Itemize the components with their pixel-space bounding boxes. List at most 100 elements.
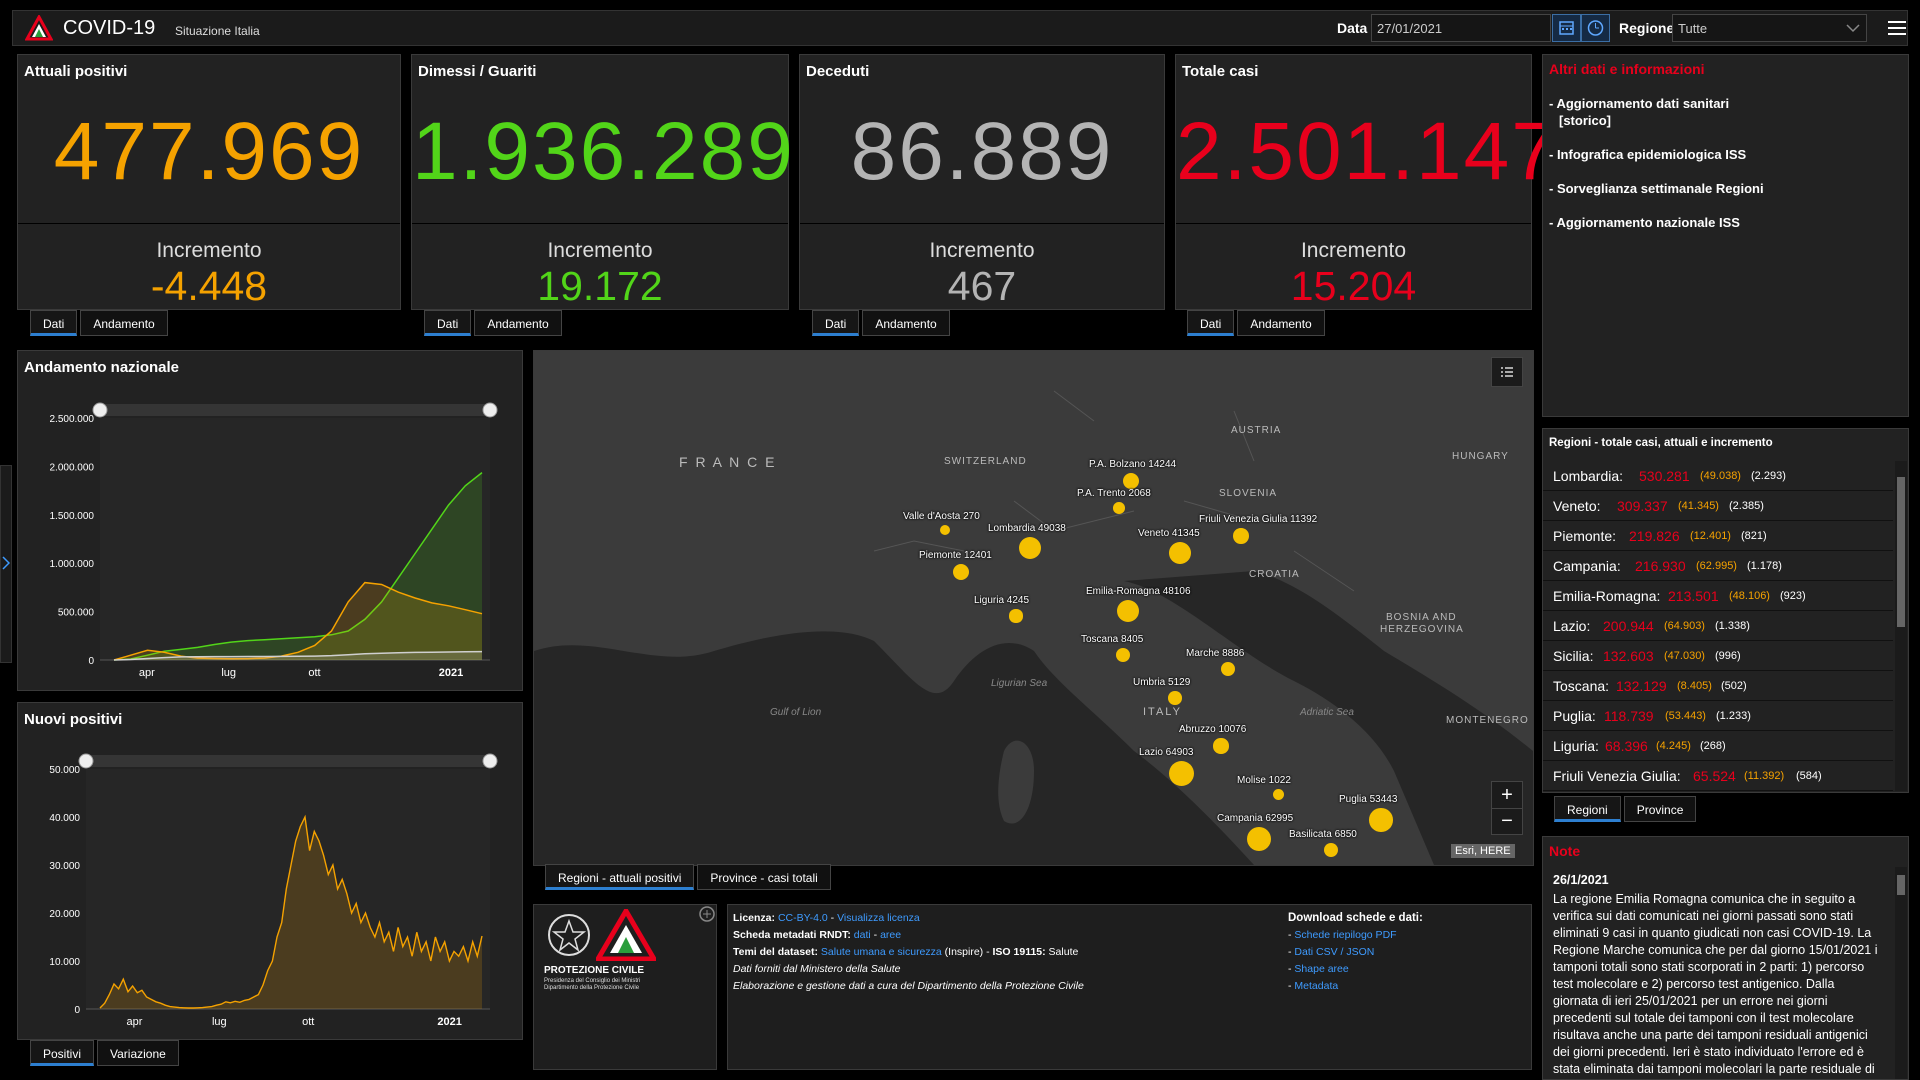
chart-tabs: Positivi Variazione: [30, 1040, 179, 1066]
region-select[interactable]: Tutte: [1672, 14, 1867, 42]
region-marker-label: Friuli Venezia Giulia 11392: [1199, 514, 1318, 526]
info-link-infografica[interactable]: - Infografica epidemiologica ISS: [1549, 147, 1747, 162]
y-tick-label: 50.000: [49, 765, 80, 776]
tab-province[interactable]: Province: [1623, 796, 1697, 822]
list-item[interactable]: Toscana: 132.129 (8.405) (502): [1543, 671, 1893, 701]
region-marker[interactable]: [1168, 691, 1182, 705]
side-panel-toggle[interactable]: [0, 465, 12, 663]
tab-regioni-attuali-positivi[interactable]: Regioni - attuali positivi: [545, 864, 695, 890]
region-marker[interactable]: [1169, 542, 1191, 564]
y-tick-label: 40.000: [49, 813, 80, 824]
list-item[interactable]: Emilia-Romagna: 213.501 (48.106) (923): [1543, 581, 1893, 611]
region-marker[interactable]: [1369, 808, 1393, 832]
list-item[interactable]: Lazio: 200.944 (64.903) (1.338): [1543, 611, 1893, 641]
nuovi-positivi-chart: 50.000 40.000 30.000 20.000 10.000 0 apr lug ott…: [49, 753, 498, 1028]
card-dimessi-guariti: Dimessi / Guariti 1.936.289 Incremento 1…: [411, 54, 795, 310]
list-item[interactable]: Campania: 216.930 (62.995) (1.178): [1543, 551, 1893, 581]
list-item[interactable]: Sicilia: 132.603 (47.030) (996): [1543, 641, 1893, 671]
series-line: [113, 581, 483, 661]
dati-link[interactable]: dati: [853, 929, 871, 941]
tab-dati[interactable]: Dati: [30, 310, 78, 336]
expand-icon[interactable]: [698, 905, 716, 923]
region-marker[interactable]: [1116, 599, 1140, 623]
region-marker-label: Molise 1022: [1237, 775, 1291, 787]
region-marker[interactable]: [1233, 528, 1249, 544]
list-item[interactable]: Liguria: 68.396 (4.245) (268): [1543, 731, 1893, 761]
country-label: ITALY: [1143, 706, 1182, 718]
sea-label: Gulf of Lion: [770, 707, 822, 718]
country-label: BOSNIA AND: [1386, 612, 1457, 623]
info-link-storico[interactable]: [storico]: [1559, 113, 1611, 128]
sea-label: Adriatic Sea: [1300, 707, 1354, 718]
region-marker[interactable]: [1113, 502, 1125, 514]
tab-dati[interactable]: Dati: [424, 310, 472, 336]
y-tick-label: 20.000: [49, 909, 80, 920]
card-value: 2.501.147: [1176, 106, 1559, 197]
tab-positivi[interactable]: Positivi: [30, 1040, 95, 1066]
logo-line1: PROTEZIONE CIVILE: [544, 965, 645, 976]
series-line: [99, 814, 483, 1009]
list-icon: [1501, 367, 1513, 377]
tab-variazione[interactable]: Variazione: [97, 1040, 179, 1066]
info-link-aggiornamento[interactable]: - Aggiornamento dati sanitari: [1549, 96, 1730, 111]
list-item[interactable]: Veneto: 309.337 (41.345) (2.385): [1543, 491, 1893, 521]
region-marker[interactable]: [1122, 472, 1140, 490]
region-marker[interactable]: [939, 524, 950, 535]
list-item[interactable]: Piemonte: 219.826 (12.401) (821): [1543, 521, 1893, 551]
tab-andamento[interactable]: Andamento: [80, 310, 168, 336]
scrollbar-thumb[interactable]: [1897, 875, 1905, 895]
list-item[interactable]: Friuli Venezia Giulia: 65.524 (11.392) (584…: [1543, 761, 1893, 791]
card-title: Deceduti: [806, 63, 870, 80]
region-marker[interactable]: [1273, 789, 1285, 801]
country-label: HERZEGOVINA: [1380, 624, 1464, 635]
visualizza-licenza-link[interactable]: Visualizza licenza: [837, 912, 920, 924]
region-marker[interactable]: [1323, 842, 1339, 858]
region-marker[interactable]: [1115, 647, 1131, 663]
aree-link[interactable]: aree: [880, 929, 902, 941]
tab-dati[interactable]: Dati: [812, 310, 860, 336]
tab-andamento[interactable]: Andamento: [1237, 310, 1325, 336]
regions-scrollbar[interactable]: [1895, 461, 1907, 791]
region-marker[interactable]: [1018, 536, 1042, 560]
info-link-aggiornamento-iss[interactable]: - Aggiornamento nazionale ISS: [1549, 215, 1740, 230]
time-button[interactable]: [1581, 14, 1610, 42]
calendar-button[interactable]: [1552, 14, 1581, 42]
card-value: 1.936.289: [412, 106, 795, 197]
map-view[interactable]: F R A N C E SWITZERLAND AUSTRIA HUNGARY …: [533, 350, 1534, 866]
card-title: Dimessi / Guariti: [418, 63, 537, 80]
region-marker[interactable]: [953, 564, 969, 580]
x-tick-label: ott: [302, 1016, 314, 1028]
region-marker[interactable]: [1009, 609, 1023, 623]
list-item[interactable]: Puglia: 118.739 (53.443) (1.233): [1543, 701, 1893, 731]
zoom-out-button[interactable]: −: [1492, 808, 1522, 835]
download-title: Download schede e dati:: [1288, 912, 1423, 924]
region-marker[interactable]: [1220, 661, 1236, 677]
zoom-in-button[interactable]: +: [1501, 784, 1513, 806]
tab-province-casi-totali[interactable]: Province - casi totali: [697, 864, 831, 890]
country-label: AUSTRIA: [1231, 425, 1282, 436]
legend-button[interactable]: [1491, 357, 1523, 387]
licenza-link[interactable]: CC-BY-4.0: [777, 912, 828, 924]
region-marker[interactable]: [1213, 738, 1229, 754]
temi-link[interactable]: Salute umana e sicurezza: [820, 946, 942, 958]
tab-dati[interactable]: Dati: [1187, 310, 1235, 336]
tab-andamento[interactable]: Andamento: [474, 310, 562, 336]
tab-andamento[interactable]: Andamento: [862, 310, 950, 336]
nuovi-positivi-chart-panel: Nuovi positivi 50.000 40.000 30.000 20.000 1…: [17, 702, 523, 1040]
card-increment-value: 15.204: [1290, 263, 1417, 309]
region-marker-label: Puglia 53443: [1339, 794, 1398, 806]
menu-icon[interactable]: [1887, 18, 1907, 38]
list-item[interactable]: Lombardia: 530.281 (49.038) (2.293): [1543, 461, 1893, 491]
info-link-sorveglianza[interactable]: - Sorveglianza settimanale Regioni: [1549, 181, 1764, 196]
country-label: MONTENEGRO: [1446, 715, 1529, 726]
region-marker[interactable]: [1168, 760, 1194, 786]
region-marker-label: Marche 8886: [1186, 647, 1245, 659]
note-scrollbar[interactable]: [1895, 867, 1907, 1079]
tab-regioni[interactable]: Regioni: [1554, 796, 1621, 822]
date-input[interactable]: 27/01/2021: [1371, 14, 1551, 42]
region-marker[interactable]: [1246, 826, 1272, 852]
region-marker-label: P.A. Trento 2068: [1077, 488, 1151, 500]
range-handle: [482, 753, 498, 769]
scrollbar-thumb[interactable]: [1897, 477, 1905, 627]
series-line: [113, 650, 483, 661]
